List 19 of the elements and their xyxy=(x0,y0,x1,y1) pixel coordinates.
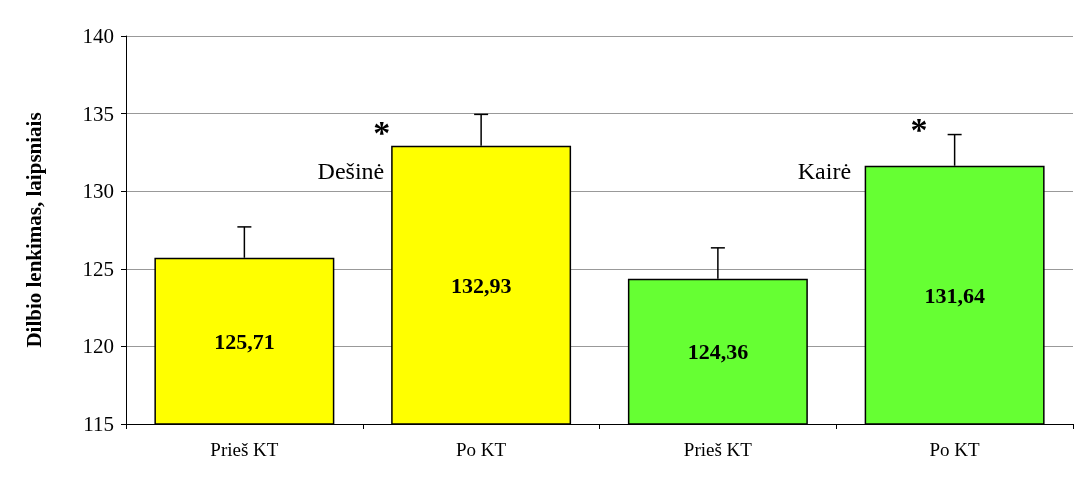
data-label: 131,64 xyxy=(924,282,985,308)
y-tick-label: 140 xyxy=(82,24,114,48)
data-label: 125,71 xyxy=(214,328,275,354)
y-tick-label: 125 xyxy=(82,256,114,281)
data-label: 132,93 xyxy=(450,272,512,298)
x-tick-label: Po KT xyxy=(456,439,507,460)
annotation: Kairė xyxy=(797,158,852,185)
x-tick-label: Po KT xyxy=(929,439,981,460)
data-label: 124,36 xyxy=(687,339,749,365)
annotation: * xyxy=(373,113,391,151)
y-tick-label: 120 xyxy=(82,334,114,359)
x-tick-label: Prieš KT xyxy=(683,439,753,460)
y-tick-label: 135 xyxy=(82,101,114,126)
y-axis-title: Dilbio lenkimas, laipsniais xyxy=(21,112,46,348)
y-tick-label: 115 xyxy=(83,412,114,436)
annotation: * xyxy=(910,110,928,148)
annotation: Dešinė xyxy=(317,158,385,185)
y-tick-label: 130 xyxy=(82,179,114,204)
x-tick-label: Prieš KT xyxy=(210,439,279,460)
